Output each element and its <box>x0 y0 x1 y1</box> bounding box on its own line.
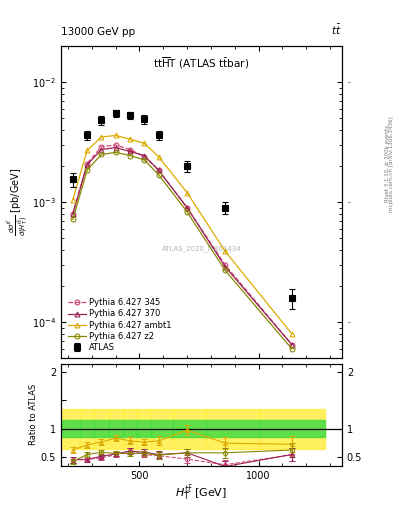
Pythia 6.427 ambt1 <box>185 189 189 196</box>
Bar <box>259 420 325 437</box>
Pythia 6.427 z2 <box>85 167 90 173</box>
Pythia 6.427 370 <box>185 205 189 211</box>
Pythia 6.427 z2 <box>223 267 228 273</box>
Pythia 6.427 z2 <box>128 153 132 159</box>
Bar <box>137 420 151 437</box>
Bar <box>137 409 151 449</box>
Y-axis label: Ratio to ATLAS: Ratio to ATLAS <box>29 384 38 445</box>
Bar <box>151 409 173 449</box>
Pythia 6.427 ambt1 <box>128 136 132 142</box>
Pythia 6.427 ambt1 <box>113 133 118 139</box>
Bar <box>80 409 94 449</box>
Bar <box>206 420 259 437</box>
Pythia 6.427 z2 <box>142 157 147 163</box>
Line: Pythia 6.427 370: Pythia 6.427 370 <box>70 145 294 347</box>
Pythia 6.427 345 <box>142 154 147 160</box>
Pythia 6.427 345 <box>223 262 228 268</box>
Text: mcplots.cern.ch [arXiv:1306.3436]: mcplots.cern.ch [arXiv:1306.3436] <box>389 116 393 211</box>
Bar <box>94 409 108 449</box>
Pythia 6.427 z2 <box>290 346 294 352</box>
Bar <box>80 420 94 437</box>
Pythia 6.427 370 <box>156 167 161 173</box>
Line: Pythia 6.427 ambt1: Pythia 6.427 ambt1 <box>70 133 294 336</box>
Pythia 6.427 345 <box>99 144 104 150</box>
Bar <box>94 420 108 437</box>
Text: 13000 GeV pp: 13000 GeV pp <box>61 27 135 37</box>
Pythia 6.427 370 <box>290 342 294 348</box>
Pythia 6.427 370 <box>128 148 132 155</box>
Pythia 6.427 345 <box>85 160 90 166</box>
Pythia 6.427 ambt1 <box>99 134 104 140</box>
Bar <box>206 409 259 449</box>
Bar <box>123 409 137 449</box>
Pythia 6.427 345 <box>113 142 118 148</box>
Pythia 6.427 345 <box>128 146 132 153</box>
Bar <box>151 420 173 437</box>
Bar <box>108 409 123 449</box>
Pythia 6.427 370 <box>99 146 104 153</box>
X-axis label: $H_{\rm T}^{t\bar{t}}$ [GeV]: $H_{\rm T}^{t\bar{t}}$ [GeV] <box>175 483 228 502</box>
Pythia 6.427 345 <box>290 342 294 348</box>
Pythia 6.427 z2 <box>99 152 104 158</box>
Pythia 6.427 370 <box>223 264 228 270</box>
Pythia 6.427 z2 <box>185 209 189 215</box>
Pythia 6.427 370 <box>142 153 147 159</box>
Pythia 6.427 ambt1 <box>223 248 228 254</box>
Legend: Pythia 6.427 345, Pythia 6.427 370, Pythia 6.427 ambt1, Pythia 6.427 z2, ATLAS: Pythia 6.427 345, Pythia 6.427 370, Pyth… <box>65 296 174 354</box>
Line: Pythia 6.427 345: Pythia 6.427 345 <box>70 142 294 347</box>
Pythia 6.427 ambt1 <box>142 140 147 146</box>
Bar <box>61 420 80 437</box>
Pythia 6.427 z2 <box>156 172 161 178</box>
Pythia 6.427 z2 <box>113 150 118 156</box>
Line: Pythia 6.427 z2: Pythia 6.427 z2 <box>70 150 294 351</box>
Bar <box>123 420 137 437</box>
Pythia 6.427 370 <box>70 211 75 217</box>
Text: $t\bar{t}$: $t\bar{t}$ <box>331 23 342 37</box>
Pythia 6.427 345 <box>156 167 161 173</box>
Bar <box>173 409 206 449</box>
Pythia 6.427 ambt1 <box>85 147 90 154</box>
Text: Rivet 3.1.10, ≥ 300k events: Rivet 3.1.10, ≥ 300k events <box>385 125 389 202</box>
Bar <box>173 420 206 437</box>
Text: ATLAS_2020_I1801434: ATLAS_2020_I1801434 <box>162 246 241 252</box>
Pythia 6.427 370 <box>85 162 90 168</box>
Pythia 6.427 ambt1 <box>70 197 75 203</box>
Pythia 6.427 ambt1 <box>156 154 161 160</box>
Pythia 6.427 345 <box>70 211 75 217</box>
Pythia 6.427 370 <box>113 144 118 151</box>
Bar <box>61 409 80 449</box>
Pythia 6.427 345 <box>185 205 189 211</box>
Text: tt$\overline{\rm H}$T (ATLAS t$\bar{\rm t}$bar): tt$\overline{\rm H}$T (ATLAS t$\bar{\rm … <box>153 55 250 71</box>
Y-axis label: $\frac{d\sigma^{t\bar{t}}}{d(H_T^{t\bar{t}})}$ [pb/GeV]: $\frac{d\sigma^{t\bar{t}}}{d(H_T^{t\bar{… <box>6 168 31 237</box>
Bar <box>108 420 123 437</box>
Bar <box>259 409 325 449</box>
Pythia 6.427 z2 <box>70 216 75 222</box>
Pythia 6.427 ambt1 <box>290 331 294 337</box>
